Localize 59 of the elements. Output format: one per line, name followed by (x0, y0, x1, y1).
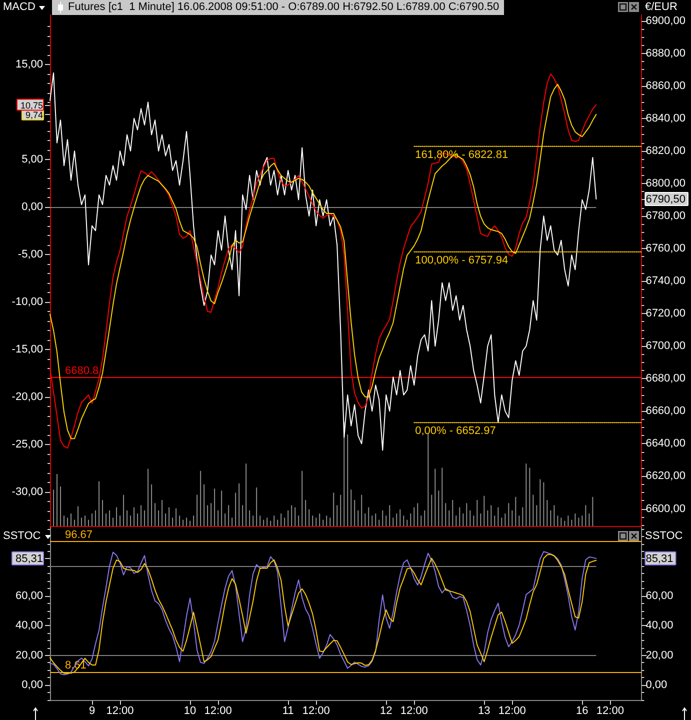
y2-tick-label: 6740,00 (646, 275, 686, 288)
x-tick-label: 16 (576, 705, 588, 718)
y-tick-label: -5,00 (18, 248, 43, 260)
x-tick-label: 12:00 (400, 705, 428, 718)
y-tick-label: 0,00 (22, 200, 43, 213)
y2-tick-label: 6660,00 (646, 405, 686, 418)
y-axis-title: MACD (3, 0, 36, 14)
y2-tick-label: 6880,00 (646, 47, 686, 60)
y-tick-label: 5,00 (22, 153, 43, 166)
y2-tick-label: 85,31 (646, 552, 674, 565)
y2-tick-label: 60,00 (646, 590, 674, 602)
y2-tick-label: 40,00 (646, 620, 674, 632)
x-tick-label: 12:00 (204, 705, 232, 718)
series-label: 100,00% - 6757.94 (415, 254, 508, 266)
chart-title: Futures [c1 1 Minute] 16.06.2008 09:51:00 - O:6789.00 H:6792.50 L:6789.00 C:6790.50 (68, 1, 500, 14)
y2-tick-label: 6640,00 (646, 438, 686, 450)
y2-tick-label: 6720,00 (646, 308, 686, 320)
y2-axis-title: SSTOC (645, 530, 683, 542)
y-tick-label: 0,00 (22, 678, 43, 691)
y-tick-label: 60,00 (15, 590, 43, 602)
x-tick-label: 12:00 (106, 705, 134, 718)
y2-tick-label: 6700,00 (646, 340, 686, 352)
y2-tick-label: 6820,00 (646, 144, 686, 157)
y2-tick-label: 6860,00 (646, 80, 686, 92)
x-tick-label: 12:00 (302, 705, 330, 718)
y-tick-label: -15,00 (12, 343, 43, 356)
x-tick-label: 10 (184, 705, 196, 718)
x-tick-label: 11 (282, 705, 294, 718)
y-tick-label: 20,00 (15, 649, 43, 662)
y-tick-label: -25,00 (12, 438, 43, 450)
y-tick-label: 40,00 (15, 620, 43, 632)
y2-tick-label: 6900,00 (646, 14, 686, 27)
y-tick-label: -30,00 (12, 486, 43, 498)
y-tick-label: 85,31 (15, 552, 43, 565)
x-tick-label: 12 (380, 705, 392, 718)
y2-axis-title: €/EUR (645, 0, 678, 14)
x-tick-label: 12:00 (596, 705, 624, 718)
y-tick-label: 9,74 (25, 110, 43, 120)
y-axis-title: SSTOC (3, 530, 41, 542)
y2-tick-label: 6620,00 (646, 470, 686, 482)
series-label: 0,00% - 6652.97 (415, 425, 496, 438)
y2-tick-label: 6800,00 (646, 177, 686, 190)
y2-tick-label: 6840,00 (646, 112, 686, 124)
y2-tick-label: 20,00 (646, 649, 674, 662)
y2-tick-label: 0,00 (646, 678, 668, 691)
y-tick-label: -20,00 (12, 390, 43, 403)
y2-tick-label: 6680,00 (646, 372, 686, 385)
x-tick-label: 9 (88, 705, 96, 718)
y2-tick-label: 6600,00 (646, 502, 686, 515)
y-tick-label: 15,00 (15, 58, 43, 70)
ref-line-label: 96.67 (65, 529, 93, 542)
x-tick-label: 13 (478, 705, 490, 718)
y2-tick-label: 6780,00 (646, 210, 686, 222)
y2-tick-label: 6760,00 (646, 242, 686, 255)
y-tick-label: -10,00 (12, 296, 43, 308)
y2-tick-label: 6790,50 (646, 193, 686, 206)
ref-line-label: 6680.8 (65, 364, 99, 377)
x-tick-label: 12:00 (498, 705, 526, 718)
y-tick-label: 10,75 (20, 100, 43, 110)
